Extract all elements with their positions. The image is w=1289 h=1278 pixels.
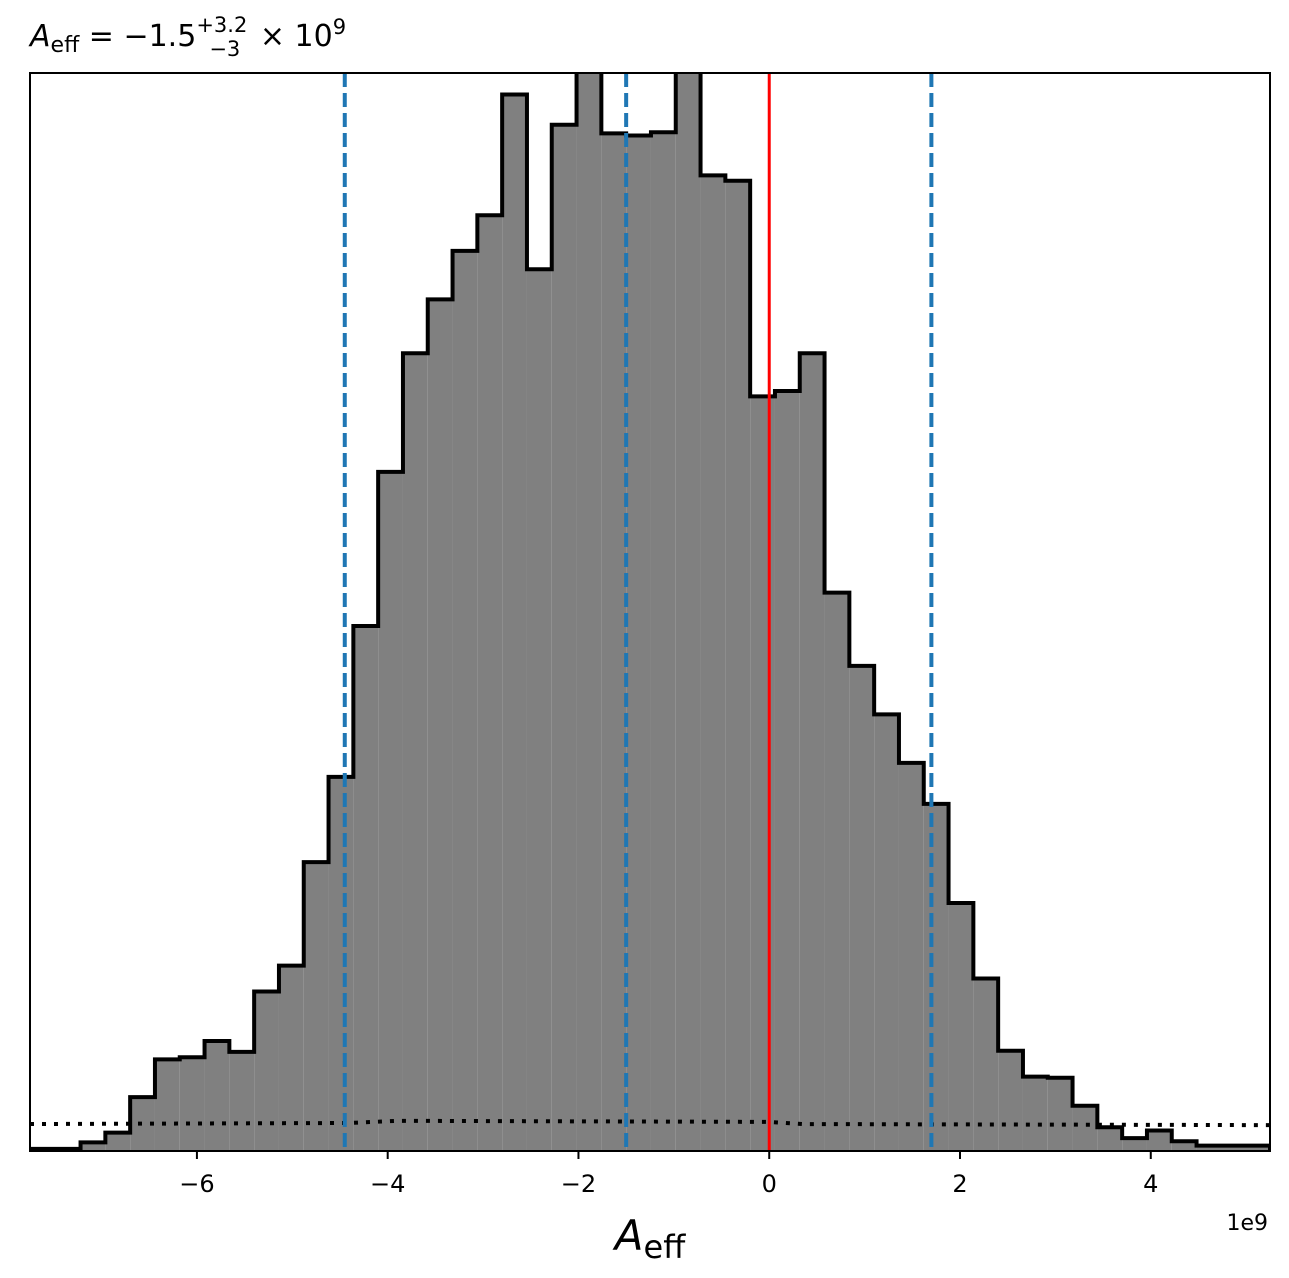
x-tick-label: −6	[179, 1170, 214, 1198]
x-tick-label: −2	[561, 1170, 596, 1198]
title-lower-error: −3	[209, 37, 240, 61]
histogram-bar	[923, 803, 949, 1151]
histogram-bar	[576, 73, 602, 1151]
title-times: ×	[250, 19, 294, 54]
x-tick-label: −4	[370, 1170, 405, 1198]
axes-frame	[29, 72, 1271, 1152]
histogram-bar	[849, 665, 875, 1151]
histogram-bar	[700, 175, 726, 1151]
histogram-bar	[750, 396, 775, 1151]
histogram-bar	[675, 73, 701, 1151]
histogram-bar	[601, 133, 627, 1151]
histogram-bar	[626, 135, 651, 1151]
histogram-outline	[30, 73, 1270, 1151]
histogram-bar	[1196, 1145, 1270, 1151]
title-upper-error: +3.2	[196, 13, 247, 37]
xlabel-symbol: A	[612, 1211, 644, 1260]
histogram-bar	[105, 1132, 131, 1151]
x-axis-ticks: −6 −4 −2 0 2 4	[179, 1151, 1158, 1198]
histogram-bar	[80, 1142, 106, 1151]
title-exponent: 9	[333, 15, 346, 39]
histogram-bar	[973, 978, 999, 1151]
title-median: −1.5	[123, 19, 196, 54]
histogram-bar	[1097, 1127, 1123, 1151]
histogram-bar	[725, 180, 751, 1151]
histogram-bar	[502, 94, 527, 1151]
x-tick-label: 0	[762, 1170, 777, 1198]
histogram-bar	[824, 592, 850, 1151]
histogram-bar	[1072, 1105, 1098, 1151]
histogram-bar	[551, 124, 577, 1151]
histogram-bar	[303, 862, 329, 1151]
histogram-bar	[278, 965, 304, 1151]
histogram-bar	[179, 1057, 205, 1151]
histogram-bar	[353, 626, 379, 1151]
histogram-bar	[948, 903, 974, 1151]
histogram-bar	[774, 391, 800, 1151]
histogram-bar	[427, 299, 453, 1151]
plot-area	[29, 72, 1271, 1152]
histogram-bar	[1146, 1130, 1172, 1151]
histogram-bar	[477, 215, 503, 1151]
title-equals: =	[79, 19, 123, 54]
plot-content	[30, 73, 1270, 1151]
histogram-bar	[526, 269, 552, 1151]
title-base: 10	[295, 19, 333, 54]
histogram-bar	[378, 471, 403, 1151]
chart-title: Aeff = −1.5+3.2 −3 × 109	[28, 13, 346, 61]
histogram-bar	[1171, 1141, 1197, 1151]
x-axis-label: Aeff	[612, 1211, 686, 1266]
x-tick-label: 2	[952, 1170, 967, 1198]
histogram-bar	[898, 762, 924, 1151]
histogram-bar	[402, 353, 428, 1151]
prior-line	[30, 1118, 1270, 1128]
histogram-bar	[1122, 1138, 1147, 1151]
x-offset-text: 1e9	[1226, 1211, 1268, 1236]
histogram-bar	[154, 1059, 180, 1151]
histogram-bar	[799, 353, 825, 1151]
histogram-bar	[452, 250, 478, 1151]
xlabel-subscript: eff	[644, 1228, 687, 1266]
histogram-bar	[998, 1050, 1023, 1151]
histogram-bar	[1047, 1077, 1073, 1151]
histogram-bar	[1022, 1076, 1048, 1151]
x-tick-label: 4	[1143, 1170, 1158, 1198]
histogram-bar	[254, 991, 279, 1151]
histogram-bar	[328, 776, 354, 1151]
title-subscript: eff	[51, 33, 81, 58]
histogram-bar	[650, 132, 676, 1151]
histogram-bar	[874, 714, 899, 1151]
title-symbol: A	[28, 19, 51, 54]
histogram-bar	[204, 1041, 230, 1151]
histogram-bar	[229, 1051, 255, 1151]
